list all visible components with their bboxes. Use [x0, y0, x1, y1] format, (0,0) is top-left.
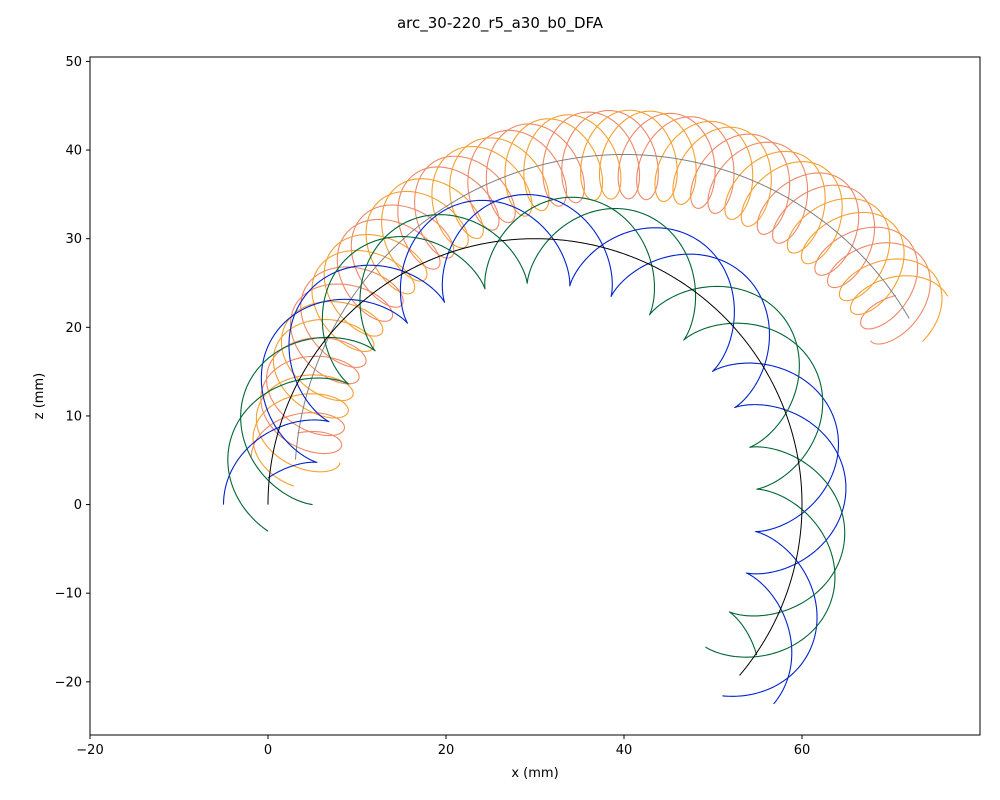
chart-title: arc_30-220_r5_a30_b0_DFA — [397, 14, 604, 33]
y-tick-label: −10 — [55, 587, 82, 602]
x-axis-label: x (mm) — [511, 766, 558, 781]
series-layer — [222, 109, 949, 705]
y-tick-label: 50 — [65, 55, 82, 70]
y-tick-label: 0 — [74, 498, 82, 513]
upper-helix-strand-3 — [255, 110, 949, 473]
y-axis: −20 −10 0 10 20 30 40 50 — [55, 55, 90, 690]
x-tick-label: 40 — [616, 743, 633, 758]
lower-centerline — [267, 238, 803, 676]
lower-helix-strand-2 — [260, 199, 840, 697]
upper-helix-strand-4 — [252, 109, 943, 487]
lower-helix-strand-4 — [227, 196, 846, 656]
x-tick-label: 20 — [438, 743, 455, 758]
x-axis: −20 0 20 40 60 — [76, 735, 810, 758]
upper-helix-strand-1 — [250, 109, 931, 457]
lower-helix-strand-3 — [240, 207, 836, 658]
x-tick-label: 0 — [264, 743, 272, 758]
y-axis-label: z (mm) — [32, 373, 47, 419]
upper-centerline — [295, 153, 910, 460]
plot-frame — [89, 56, 981, 736]
upper-helix-strand-2 — [260, 111, 919, 455]
lower-helix-strand-1 — [222, 193, 847, 705]
y-tick-label: −20 — [55, 675, 82, 690]
y-tick-label: 40 — [65, 144, 82, 159]
x-tick-label: −20 — [76, 743, 103, 758]
x-tick-label: 60 — [794, 743, 811, 758]
y-tick-label: 30 — [65, 232, 82, 247]
y-tick-label: 20 — [65, 321, 82, 336]
y-tick-label: 10 — [65, 409, 82, 424]
